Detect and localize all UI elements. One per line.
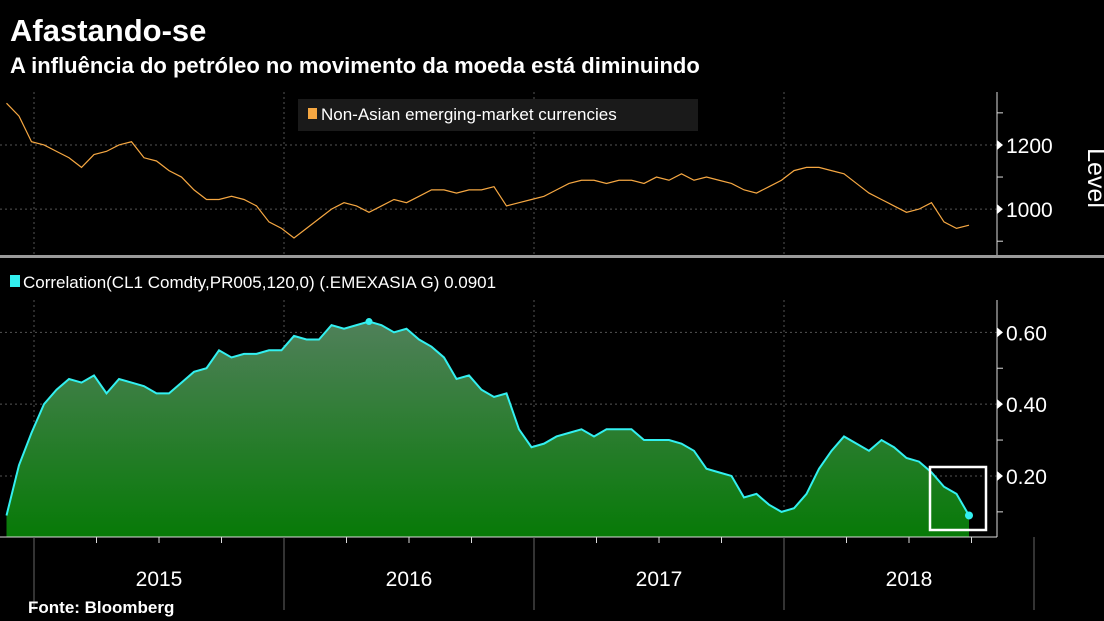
level-series-line (6, 102, 970, 239)
bottom-y-tick-marker (997, 470, 1003, 481)
top-y-tick-label: 1200 (1006, 135, 1053, 158)
legend-label-level: Non-Asian emerging-market currencies (321, 105, 617, 124)
x-tick-label: 2017 (636, 568, 683, 591)
correlation-area (6, 321, 969, 537)
chart-title: Afastando-se (10, 13, 206, 48)
top-legend-box (298, 99, 698, 131)
max-point-marker (365, 318, 373, 326)
source-note: Fonte: Bloomberg (28, 598, 174, 617)
last-point-marker (965, 511, 973, 520)
chart-subtitle: A influência do petróleo no movimento da… (10, 53, 700, 78)
top-y-tick-marker (997, 139, 1003, 150)
y-axis-label-level: Level (1082, 148, 1104, 208)
bottom-y-tick-label: 0.40 (1006, 394, 1047, 417)
x-tick-label: 2015 (136, 568, 183, 591)
x-tick-label: 2016 (386, 568, 433, 591)
legend-swatch-level (308, 108, 317, 119)
top-y-tick-marker (997, 204, 1003, 215)
panel-separator (0, 255, 1104, 258)
correlation-line (5, 320, 970, 516)
bottom-y-tick-marker (997, 327, 1003, 338)
top-y-tick-label: 1000 (1006, 199, 1053, 222)
bottom-y-tick-marker (997, 399, 1003, 410)
legend-label-corr: Correlation(CL1 Comdty,PR005,120,0) (.EM… (23, 273, 496, 292)
bottom-y-tick-label: 0.60 (1006, 322, 1047, 345)
x-tick-label: 2018 (886, 568, 933, 591)
legend-swatch-corr (10, 275, 20, 287)
bottom-y-tick-label: 0.20 (1006, 466, 1047, 489)
highlight-box (928, 465, 988, 532)
